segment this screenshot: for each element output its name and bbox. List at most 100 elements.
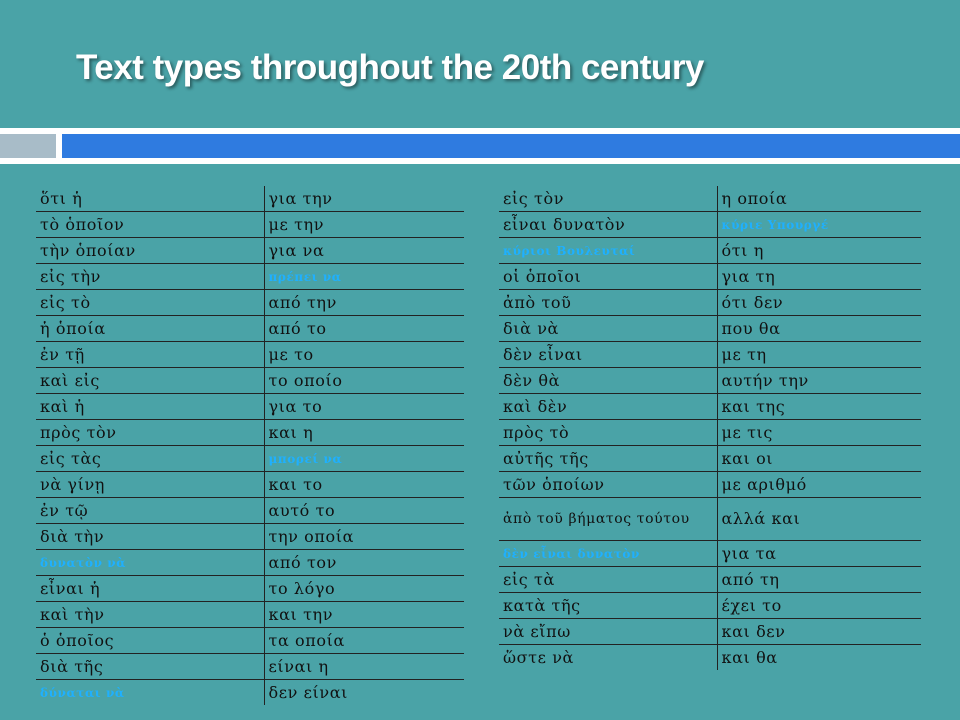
demotic-phrase-cell: το οποίο: [264, 367, 464, 394]
katharevousa-phrase-cell: τὸ ὁποῖον: [36, 211, 265, 238]
katharevousa-phrase-cell: ἀπὸ τοῦ: [499, 289, 718, 316]
katharevousa-phrase-cell: ἐν τῷ: [36, 497, 265, 524]
katharevousa-phrase-cell: πρὸς τὸν: [36, 419, 265, 446]
table-row: νὰ εἴπω και δεν: [499, 618, 921, 645]
demotic-phrase-cell: από την: [264, 289, 464, 316]
table-row: ὁ ὁποῖος τα οποία: [36, 627, 464, 654]
table-row: εἰς τὸν η οποία: [499, 186, 921, 212]
demotic-phrase-cell: με το: [264, 341, 464, 368]
katharevousa-phrase-cell: ἐν τῇ: [36, 341, 265, 368]
demotic-phrase-cell: τα οποία: [264, 627, 464, 654]
table-row: διὰ νὰ που θα: [499, 315, 921, 342]
demotic-phrase-cell: και της: [717, 393, 921, 420]
table-row: ἀπὸ τοῦ βήματος τούτου αλλά και: [499, 497, 921, 541]
demotic-phrase-cell: με αριθμό: [717, 471, 921, 498]
table-row: δὲν θὰ αυτήν την: [499, 367, 921, 394]
demotic-phrase-cell: για την: [264, 186, 464, 212]
katharevousa-phrase-cell: εἰς τὴν: [36, 263, 265, 290]
katharevousa-phrase-cell: τῶν ὁποίων: [499, 471, 718, 498]
demotic-phrase-cell: ότι δεν: [717, 289, 921, 316]
table-row: εἶναι ἡ το λόγο: [36, 575, 464, 602]
demotic-phrase-cell: και θα: [721, 647, 778, 667]
katharevousa-phrase-cell: νὰ εἴπω: [499, 618, 718, 645]
table-row: οἱ ὁποῖοι για τη: [499, 263, 921, 290]
table-row: ἐν τῷ αυτό το: [36, 497, 464, 524]
demotic-phrase-cell: για να: [264, 237, 464, 264]
table-row: τὴν ὁποίαν για να: [36, 237, 464, 264]
table-row: ἡ ὁποία από το: [36, 315, 464, 342]
left-phrase-table: ὅτι ἡ για την τὸ ὁποῖον με την τὴν ὁποίαν για…: [36, 186, 464, 705]
header-band-grey-segment: [0, 134, 56, 158]
demotic-phrase-cell: η οποία: [717, 186, 921, 212]
katharevousa-phrase-cell: οἱ ὁποῖοι: [499, 263, 718, 290]
katharevousa-phrase-cell: καὶ εἰς: [36, 367, 265, 394]
table-row: πρὸς τὸ με τις: [499, 419, 921, 446]
table-row: καὶ εἰς το οποίο: [36, 367, 464, 394]
demotic-phrase-cell: είναι η: [264, 653, 464, 680]
katharevousa-phrase-cell: εἶναι ἡ: [36, 575, 265, 602]
katharevousa-phrase-cell: ὁ ὁποῖος: [36, 627, 265, 654]
table-row: κύριοι Βουλευταί ότι η: [499, 237, 921, 264]
demotic-phrase-cell: αυτήν την: [717, 367, 921, 394]
demotic-phrase-cell: από το: [264, 315, 464, 342]
demotic-phrase-cell: και την: [264, 601, 464, 628]
katharevousa-phrase-cell: αὐτῆς τῆς: [499, 445, 718, 472]
katharevousa-phrase-cell: νὰ γίνῃ: [36, 471, 265, 498]
table-row: εἰς τὰ από τη: [499, 566, 921, 593]
demotic-phrase-cell: την οποία: [264, 523, 464, 550]
table-row: καὶ ἡ για το: [36, 393, 464, 420]
katharevousa-phrase-cell: διὰ νὰ: [499, 315, 718, 342]
demotic-phrase-cell: αυτό το: [264, 497, 464, 524]
katharevousa-phrase-cell: κατὰ τῆς: [499, 592, 718, 619]
demotic-phrase-cell: το λόγο: [264, 575, 464, 602]
demotic-phrase-cell: κύριε Υπουργέ: [717, 211, 921, 238]
table-row: εἶναι δυνατὸν κύριε Υπουργέ: [499, 211, 921, 238]
table-row: τὸ ὁποῖον με την: [36, 211, 464, 238]
table-row: διὰ τὴν την οποία: [36, 523, 464, 550]
demotic-phrase-cell: και το: [264, 471, 464, 498]
demotic-phrase-cell: αλλά και: [717, 497, 921, 541]
slide-title: Text types throughout the 20th century: [76, 48, 704, 87]
demotic-phrase-cell: και η: [264, 419, 464, 446]
katharevousa-phrase-cell: διὰ τὴν: [36, 523, 265, 550]
katharevousa-phrase-cell: ἡ ὁποία: [36, 315, 265, 342]
katharevousa-phrase-cell: εἰς τὰς: [36, 445, 265, 472]
table-row: κατὰ τῆς έχει το: [499, 592, 921, 619]
table-row: τῶν ὁποίων με αριθμό: [499, 471, 921, 498]
demotic-phrase-cell: δεν είναι: [268, 682, 349, 702]
table-row: δυνατὸν νὰ από τον: [36, 549, 464, 576]
katharevousa-phrase-cell: ὅτι ἡ: [36, 186, 265, 212]
table-row: ὅτι ἡ για την: [36, 186, 464, 212]
demotic-phrase-cell: ότι η: [717, 237, 921, 264]
demotic-phrase-cell: πρέπει να: [264, 263, 464, 290]
demotic-phrase-cell: με τη: [717, 341, 921, 368]
table-row: δύναται νὰ δεν είναι: [36, 679, 464, 705]
katharevousa-phrase-cell: δύναται νὰ: [36, 679, 265, 705]
table-row: ἀπὸ τοῦ ότι δεν: [499, 289, 921, 316]
demotic-phrase-cell: που θα: [717, 315, 921, 342]
demotic-phrase-cell: με την: [264, 211, 464, 238]
right-phrase-table: εἰς τὸν η οποία εἶναι δυνατὸν κύριε Υπουργέ…: [499, 186, 921, 670]
table-row: καὶ δὲν και της: [499, 393, 921, 420]
katharevousa-phrase-cell: τὴν ὁποίαν: [36, 237, 265, 264]
table-row: δὲν εἶναι δυνατὸν για τα: [499, 540, 921, 567]
table-row: καὶ τὴν και την: [36, 601, 464, 628]
table-row: εἰς τὴν πρέπει να: [36, 263, 464, 290]
katharevousa-phrase-cell: ὥστε νὰ: [499, 644, 718, 670]
katharevousa-phrase-cell: εἰς τὸν: [499, 186, 718, 212]
katharevousa-phrase-cell: καὶ τὴν: [36, 601, 265, 628]
katharevousa-phrase-cell: πρὸς τὸ: [499, 419, 718, 446]
demotic-phrase-cell: από τον: [264, 549, 464, 576]
table-row: ὥστε νὰ και θα: [499, 644, 921, 670]
katharevousa-phrase-cell: καὶ ἡ: [36, 393, 265, 420]
katharevousa-phrase-cell: δὲν εἶναι δυνατὸν: [499, 540, 718, 567]
table-row: εἰς τὸ από την: [36, 289, 464, 316]
katharevousa-phrase-cell: εἰς τὸ: [36, 289, 265, 316]
katharevousa-phrase-cell: κύριοι Βουλευταί: [499, 237, 718, 264]
demotic-phrase-cell: από τη: [717, 566, 921, 593]
demotic-phrase-cell: για τα: [717, 540, 921, 567]
katharevousa-phrase-cell: εἰς τὰ: [499, 566, 718, 593]
demotic-phrase-cell: για το: [264, 393, 464, 420]
demotic-phrase-cell: με τις: [717, 419, 921, 446]
demotic-phrase-cell: και οι: [717, 445, 921, 472]
